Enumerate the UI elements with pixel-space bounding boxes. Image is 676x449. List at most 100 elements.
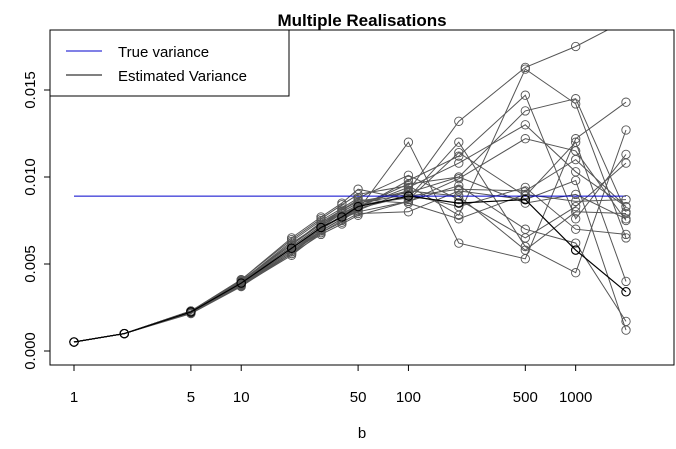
realisation-point <box>571 99 581 109</box>
estimated-variance-point <box>353 201 363 212</box>
realisation-point <box>353 184 363 194</box>
legend: True variance Estimated Variance <box>49 29 290 97</box>
realisation-point <box>403 137 414 147</box>
realisation-point <box>454 137 464 147</box>
realisation-point <box>454 201 464 212</box>
x-tick-label: 10 <box>233 389 250 406</box>
realisation-point <box>454 238 464 248</box>
realisation-point <box>571 189 581 200</box>
estimated-variance-point <box>520 194 531 205</box>
plot-area <box>69 16 631 347</box>
realisation-point <box>571 137 581 147</box>
estimated-variance-line <box>73 195 627 343</box>
estimated-variance-point <box>236 278 246 288</box>
realisation-point <box>454 116 464 126</box>
realisation-point <box>571 167 581 177</box>
realisation-point <box>454 194 464 205</box>
realisation-point <box>454 184 464 194</box>
realisation-point <box>454 214 464 224</box>
realisation-point <box>403 198 414 208</box>
realisation-point <box>520 233 530 243</box>
realisation-point <box>621 125 631 135</box>
realisation-point <box>621 97 631 107</box>
realisation-line <box>73 98 627 343</box>
realisation-point <box>621 316 631 327</box>
realisation-line <box>73 94 627 343</box>
estimated-variance-point <box>403 191 414 201</box>
realisation-point <box>571 238 581 248</box>
realisation-point <box>520 106 530 116</box>
realisation-point <box>403 179 414 189</box>
estimated-variance-point <box>621 287 631 297</box>
realisation-line <box>73 124 627 343</box>
realisation-point <box>571 268 581 278</box>
realisation-point <box>403 186 414 196</box>
realisation-point <box>520 134 530 144</box>
x-tick-label: 50 <box>350 389 367 406</box>
x-tick-label: 1 <box>70 389 78 406</box>
realisation-line <box>73 193 627 343</box>
realisation-point <box>337 198 347 208</box>
realisation-point <box>403 175 414 186</box>
estimated-variance-point <box>337 212 347 222</box>
estimated-variance-point <box>69 337 79 347</box>
realisation-point <box>621 201 631 212</box>
y-tick-label: 0.010 <box>22 158 39 196</box>
realisation-point <box>571 196 581 207</box>
realisation-point <box>621 214 631 224</box>
realisation-point <box>520 189 530 200</box>
estimated-variance-point <box>119 328 130 339</box>
realisation-point <box>571 224 581 234</box>
realisation-line <box>73 138 627 343</box>
realisation-point <box>520 245 530 255</box>
x-tick-label: 500 <box>513 389 538 406</box>
realisation-point <box>571 201 581 212</box>
legend-true-variance-label: True variance <box>118 44 209 61</box>
realisation-point <box>520 120 530 130</box>
legend-box <box>49 29 290 97</box>
realisation-point <box>454 172 464 182</box>
realisation-point <box>454 151 464 161</box>
realisation-point <box>571 207 581 217</box>
realisation-point <box>454 147 464 158</box>
realisation-point <box>454 191 464 201</box>
y-tick-label: 0.015 <box>22 71 39 109</box>
realisation-point <box>316 212 326 222</box>
realisation-point <box>571 214 581 224</box>
realisation-point <box>621 158 631 168</box>
x-tick-label: 1000 <box>559 389 592 406</box>
realisation-point <box>571 134 581 144</box>
realisation-point <box>621 229 631 240</box>
realisation-point <box>520 64 530 74</box>
realisation-point <box>571 41 581 52</box>
x-tick-label: 100 <box>396 389 421 406</box>
plot-frame <box>49 29 675 366</box>
realisation-point <box>621 276 631 287</box>
realisation-point <box>621 233 631 243</box>
x-axis-title: b <box>358 425 366 442</box>
x-axis: 1 5 10 50 100 500 1000 <box>70 365 592 406</box>
estimated-variance-point <box>316 222 326 233</box>
y-tick-label: 0.005 <box>22 245 39 283</box>
realisation-point <box>621 194 631 205</box>
realisation-point <box>621 208 631 219</box>
x-tick-label: 5 <box>187 389 195 406</box>
legend-estimated-variance-label: Estimated Variance <box>118 68 247 85</box>
realisation-point <box>571 94 581 104</box>
realisation-point <box>571 154 581 165</box>
realisation-line <box>73 162 627 343</box>
realisation-line <box>73 185 627 343</box>
y-tick-label: 0.000 <box>22 332 39 370</box>
estimated-variance-point <box>454 198 464 208</box>
realisation-line <box>73 141 627 343</box>
estimated-variance-point <box>286 243 297 254</box>
realisation-point <box>454 158 464 168</box>
chart-title: Multiple Realisations <box>277 11 446 30</box>
realisation-point <box>286 233 297 243</box>
y-axis: 0.000 0.005 0.010 0.015 <box>22 71 50 370</box>
realisation-line <box>73 158 627 343</box>
realisation-point <box>520 90 530 100</box>
estimated-variance-point <box>570 245 581 255</box>
realisation-point <box>622 16 630 24</box>
